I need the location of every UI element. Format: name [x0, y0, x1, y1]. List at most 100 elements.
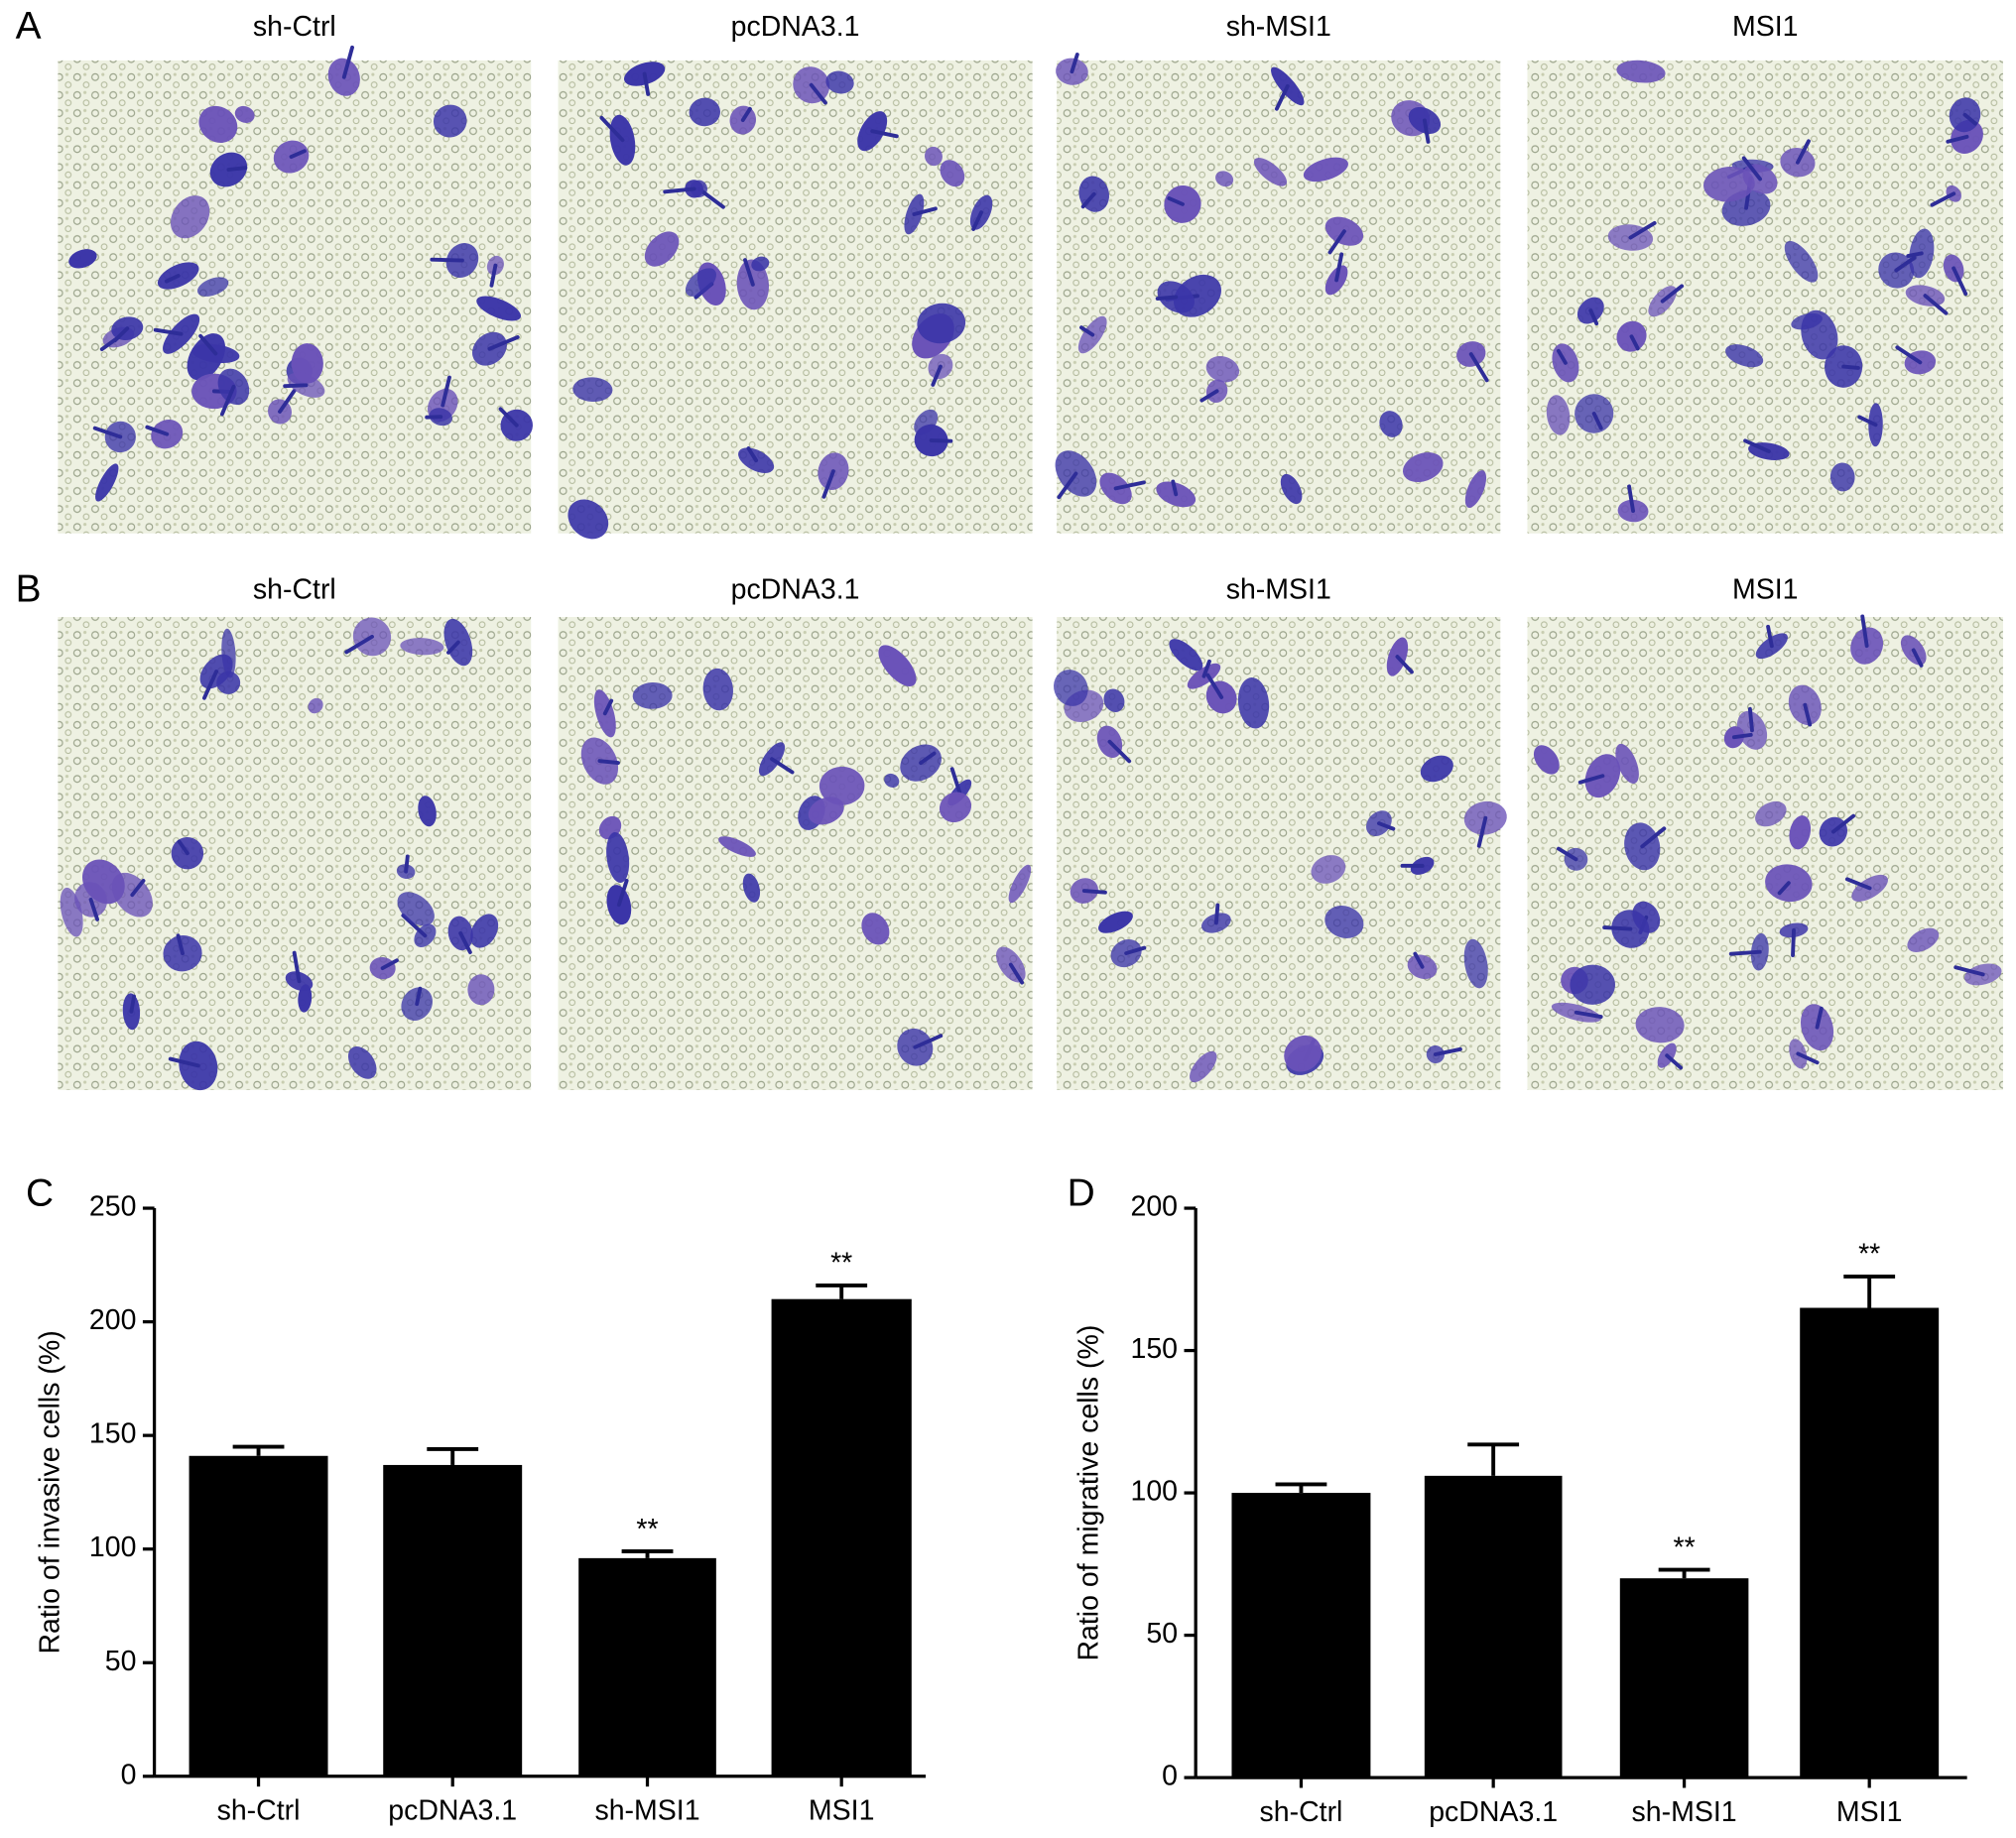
significance-label: ** — [1858, 1239, 1880, 1271]
significance-label: ** — [830, 1248, 852, 1280]
stained-cell — [467, 974, 495, 1006]
cell-process — [92, 426, 123, 439]
cell-process — [278, 388, 297, 414]
cell-process — [1422, 118, 1431, 144]
bar — [1231, 1493, 1371, 1778]
stained-cell — [95, 463, 119, 502]
cell-process — [1791, 927, 1796, 958]
cell-process — [1628, 220, 1657, 240]
cell-process — [1923, 294, 1949, 315]
micrograph-texture — [1057, 616, 1501, 1090]
cell-process — [1660, 284, 1685, 304]
cell-process — [219, 384, 236, 417]
stained-cell — [718, 836, 756, 857]
stained-cell — [1533, 745, 1560, 775]
x-tick-label: sh-Ctrl — [1259, 1796, 1342, 1828]
stained-cell — [397, 892, 435, 926]
cell-process — [292, 950, 302, 984]
stained-cell — [1755, 800, 1787, 827]
cell-process — [164, 274, 181, 284]
stained-cell — [1402, 452, 1444, 483]
y-tick-label: 100 — [1130, 1476, 1178, 1508]
x-tick-label: sh-MSI1 — [594, 1795, 699, 1827]
stained-cell — [1784, 240, 1819, 283]
stained-cell — [1098, 911, 1133, 933]
stained-cell — [1103, 688, 1125, 712]
cell-process — [746, 446, 759, 463]
cell-process — [404, 854, 410, 874]
image-label: sh-MSI1 — [1226, 574, 1331, 606]
cell-process — [1468, 352, 1489, 383]
cell-process — [498, 407, 519, 428]
bar — [383, 1464, 523, 1777]
cell-process — [1070, 53, 1079, 74]
micrograph-texture — [558, 60, 1033, 534]
cell-process — [1201, 659, 1211, 678]
cell-process — [1057, 471, 1078, 500]
stained-cell — [470, 914, 499, 948]
cell-process — [1199, 389, 1219, 403]
cell-process — [1627, 484, 1635, 513]
cell-process — [616, 878, 629, 908]
cell-process — [1803, 702, 1813, 727]
stained-cell — [234, 105, 255, 123]
cell-process — [1665, 1053, 1684, 1070]
cell-process — [929, 438, 953, 443]
stained-cell — [689, 97, 721, 127]
stained-cell — [1907, 927, 1940, 952]
stained-cell — [60, 887, 83, 937]
panel-label: B — [16, 567, 42, 610]
stained-cell — [1725, 344, 1764, 368]
cell-process — [931, 364, 943, 387]
stained-cell — [1280, 473, 1303, 505]
stained-cell — [1703, 167, 1755, 202]
cell-process — [1741, 156, 1762, 182]
cell-process — [1952, 266, 1968, 297]
cell-process — [487, 335, 520, 351]
cell-process — [1602, 925, 1633, 931]
cell-process — [1107, 739, 1132, 764]
cell-process — [1008, 962, 1025, 985]
cell-process — [919, 751, 937, 766]
cell-process — [1953, 965, 1985, 977]
stained-cell — [1635, 1007, 1685, 1043]
image-label: pcDNA3.1 — [731, 574, 860, 606]
cell-process — [112, 326, 130, 343]
cell-process — [1830, 813, 1856, 834]
y-tick-label: 200 — [1130, 1191, 1178, 1223]
stained-cell — [298, 984, 313, 1013]
cell-process — [1728, 949, 1762, 956]
cell-process — [446, 640, 460, 655]
x-tick-label: sh-Ctrl — [217, 1795, 301, 1827]
cell-process — [1213, 903, 1220, 925]
image-label: sh-Ctrl — [253, 11, 336, 43]
cell-process — [1747, 706, 1754, 733]
bar — [1800, 1307, 1940, 1778]
cell-process — [770, 757, 795, 775]
cell-process — [1844, 877, 1872, 891]
stained-cell — [685, 268, 716, 297]
stained-cell — [1311, 855, 1346, 884]
stained-cell — [1205, 356, 1240, 383]
stained-cell — [1189, 1050, 1217, 1083]
cell-process — [226, 166, 248, 172]
cell-process — [430, 257, 464, 263]
stained-cell — [1546, 395, 1571, 435]
stained-cell — [925, 146, 943, 167]
stained-cell — [1570, 964, 1615, 1005]
panel-label: C — [26, 1171, 54, 1214]
cell-process — [1766, 624, 1774, 649]
cell-process — [1080, 191, 1096, 209]
x-tick-label: sh-MSI1 — [1632, 1796, 1737, 1828]
cell-process — [145, 425, 170, 436]
micrograph — [1055, 53, 1501, 534]
stained-cell — [940, 160, 965, 187]
micrograph-texture — [58, 60, 532, 534]
stained-cell — [1169, 639, 1203, 672]
cell-process — [1895, 345, 1923, 365]
stained-cell — [819, 766, 865, 805]
cell-process — [341, 45, 354, 79]
image-label: pcDNA3.1 — [731, 11, 860, 43]
cell-process — [1556, 846, 1578, 862]
